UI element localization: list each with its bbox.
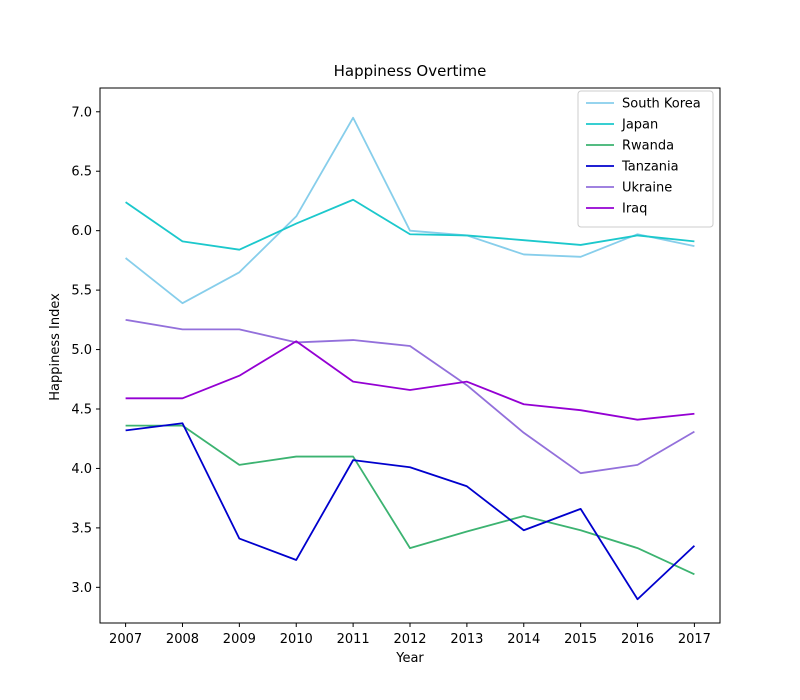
series-line-south-korea [125, 116, 695, 305]
legend-box [577, 90, 714, 228]
y-tick-label: 3.5 [71, 521, 92, 536]
series-line-ukraine [125, 318, 695, 475]
y-tick-label: 6.0 [71, 224, 92, 239]
y-axis: 3.0 3.5 4.0 4.5 5.0 5.5 6.0 6.5 7.0 [71, 105, 100, 596]
series-line-iraq [125, 340, 695, 421]
x-tick-label: 2015 [564, 632, 597, 647]
x-tick-label: 2014 [507, 632, 540, 647]
x-tick-label: 2007 [109, 632, 142, 647]
legend-label: Ukraine [622, 181, 672, 196]
y-tick-label: 3.0 [71, 581, 92, 596]
legend-label: Japan [621, 118, 658, 133]
series-line-tanzania [125, 422, 696, 601]
x-tick-label: 2009 [223, 632, 256, 647]
x-axis-label: Year [395, 651, 424, 666]
x-tick-label: 2010 [280, 632, 313, 647]
series-line-japan [125, 198, 695, 251]
y-tick-label: 7.0 [71, 105, 92, 120]
x-tick-label: 2008 [166, 632, 199, 647]
legend-label: Rwanda [622, 139, 674, 154]
legend-label: South Korea [622, 97, 701, 112]
legend-label: Tanzania [621, 160, 679, 175]
y-tick-label: 4.5 [71, 403, 92, 418]
x-tick-label: 2012 [393, 632, 426, 647]
y-tick-label: 6.5 [71, 165, 92, 180]
x-axis: 2007 2008 2009 2010 2011 2012 2013 2014 2015 2016… [109, 623, 711, 647]
y-tick-label: 5.0 [71, 343, 92, 358]
series-line-rwanda [125, 424, 695, 576]
x-tick-label: 2011 [337, 632, 370, 647]
chart-title: Happiness Overtime [334, 62, 487, 80]
y-tick-label: 4.0 [71, 462, 92, 477]
y-tick-label: 5.5 [71, 284, 92, 299]
y-axis-label: Happiness Index [48, 293, 63, 401]
series-lines [125, 116, 696, 601]
legend-label: Iraq [622, 202, 647, 217]
x-tick-label: 2013 [450, 632, 483, 647]
legend: South Korea Japan Rwanda Tanzania Ukraine Ira… [577, 90, 714, 228]
x-tick-label: 2017 [678, 632, 711, 647]
x-tick-label: 2016 [621, 632, 654, 647]
